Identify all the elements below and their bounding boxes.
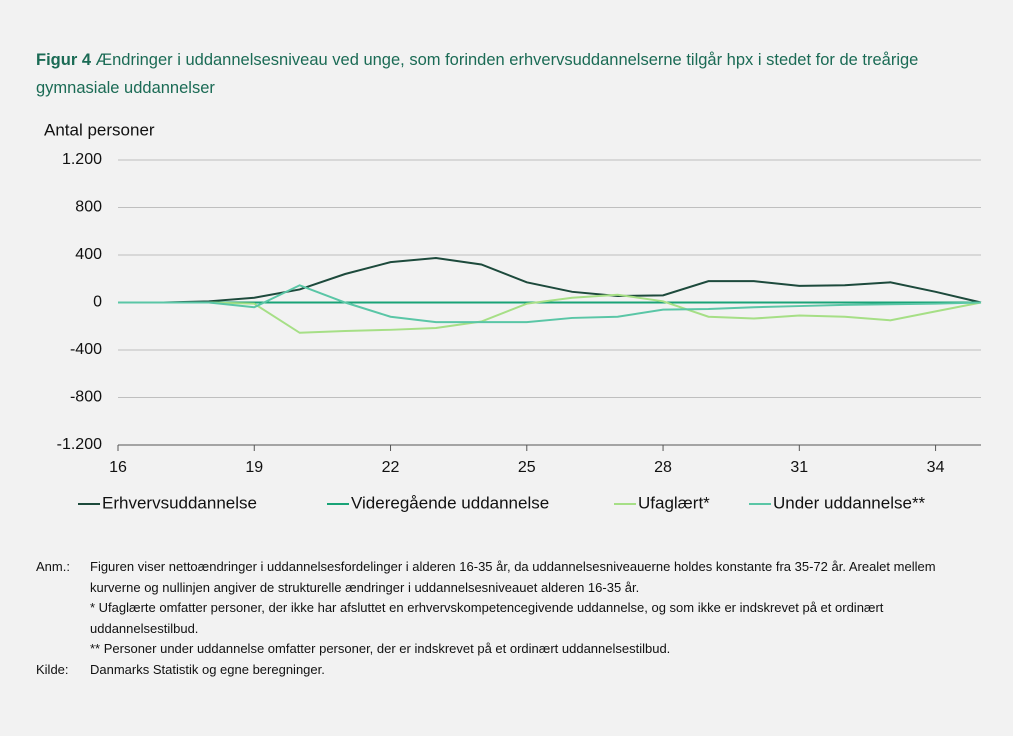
- note-paragraph: ** Personer under uddannelse omfatter pe…: [90, 641, 671, 656]
- y-tick-label: -400: [70, 341, 102, 358]
- series-line: [118, 256, 982, 304]
- notes: Anm.: Figuren viser nettoændringer i udd…: [36, 557, 986, 680]
- y-tick-label: 1.200: [62, 151, 102, 168]
- y-tick-label: 0: [93, 294, 102, 311]
- x-tick-label: 25: [518, 459, 536, 476]
- y-axis-label: Antal personer: [44, 120, 155, 139]
- legend-label: Erhvervsuddannelse: [102, 493, 257, 512]
- source-label: Kilde:: [36, 661, 69, 677]
- y-tick-label: 400: [75, 246, 102, 263]
- y-tick-label: 800: [75, 199, 102, 216]
- series-line: [118, 284, 982, 324]
- x-tick-label: 19: [245, 459, 263, 476]
- figure-label: Figur 4: [36, 51, 92, 69]
- note-paragraph: Figuren viser nettoændringer i uddannels…: [90, 559, 936, 595]
- x-tick-label: 16: [109, 459, 127, 476]
- note-row: Anm.: Figuren viser nettoændringer i udd…: [36, 557, 986, 660]
- legend-label: Videregående uddannelse: [351, 493, 549, 512]
- x-tick-label: 31: [790, 459, 808, 476]
- x-tick-label: 34: [927, 459, 945, 476]
- legend-label: Ufaglært*: [638, 493, 710, 512]
- y-tick-label: -800: [70, 389, 102, 406]
- source-row: Kilde: Danmarks Statistik og egne beregn…: [36, 660, 986, 681]
- x-tick-label: 22: [382, 459, 400, 476]
- title-text: Ændringer i uddannelsesniveau ved unge, …: [36, 51, 919, 97]
- note-text: Figuren viser nettoændringer i uddannels…: [90, 557, 986, 660]
- x-tick-label: 28: [654, 459, 672, 476]
- note-paragraph: * Ufaglærte omfatter personer, der ikke …: [90, 600, 884, 636]
- legend-label: Under uddannelse**: [773, 493, 926, 512]
- chart-title: Figur 4 Ændringer i uddannelsesniveau ve…: [36, 46, 986, 102]
- source-text: Danmarks Statistik og egne beregninger.: [90, 661, 325, 677]
- y-tick-label: -1.200: [57, 436, 102, 453]
- note-label: Anm.:: [36, 559, 70, 574]
- series-line: [118, 293, 982, 334]
- chart: Antal personer -1.200 -800 -400 0 400 800 1.20…: [44, 120, 982, 512]
